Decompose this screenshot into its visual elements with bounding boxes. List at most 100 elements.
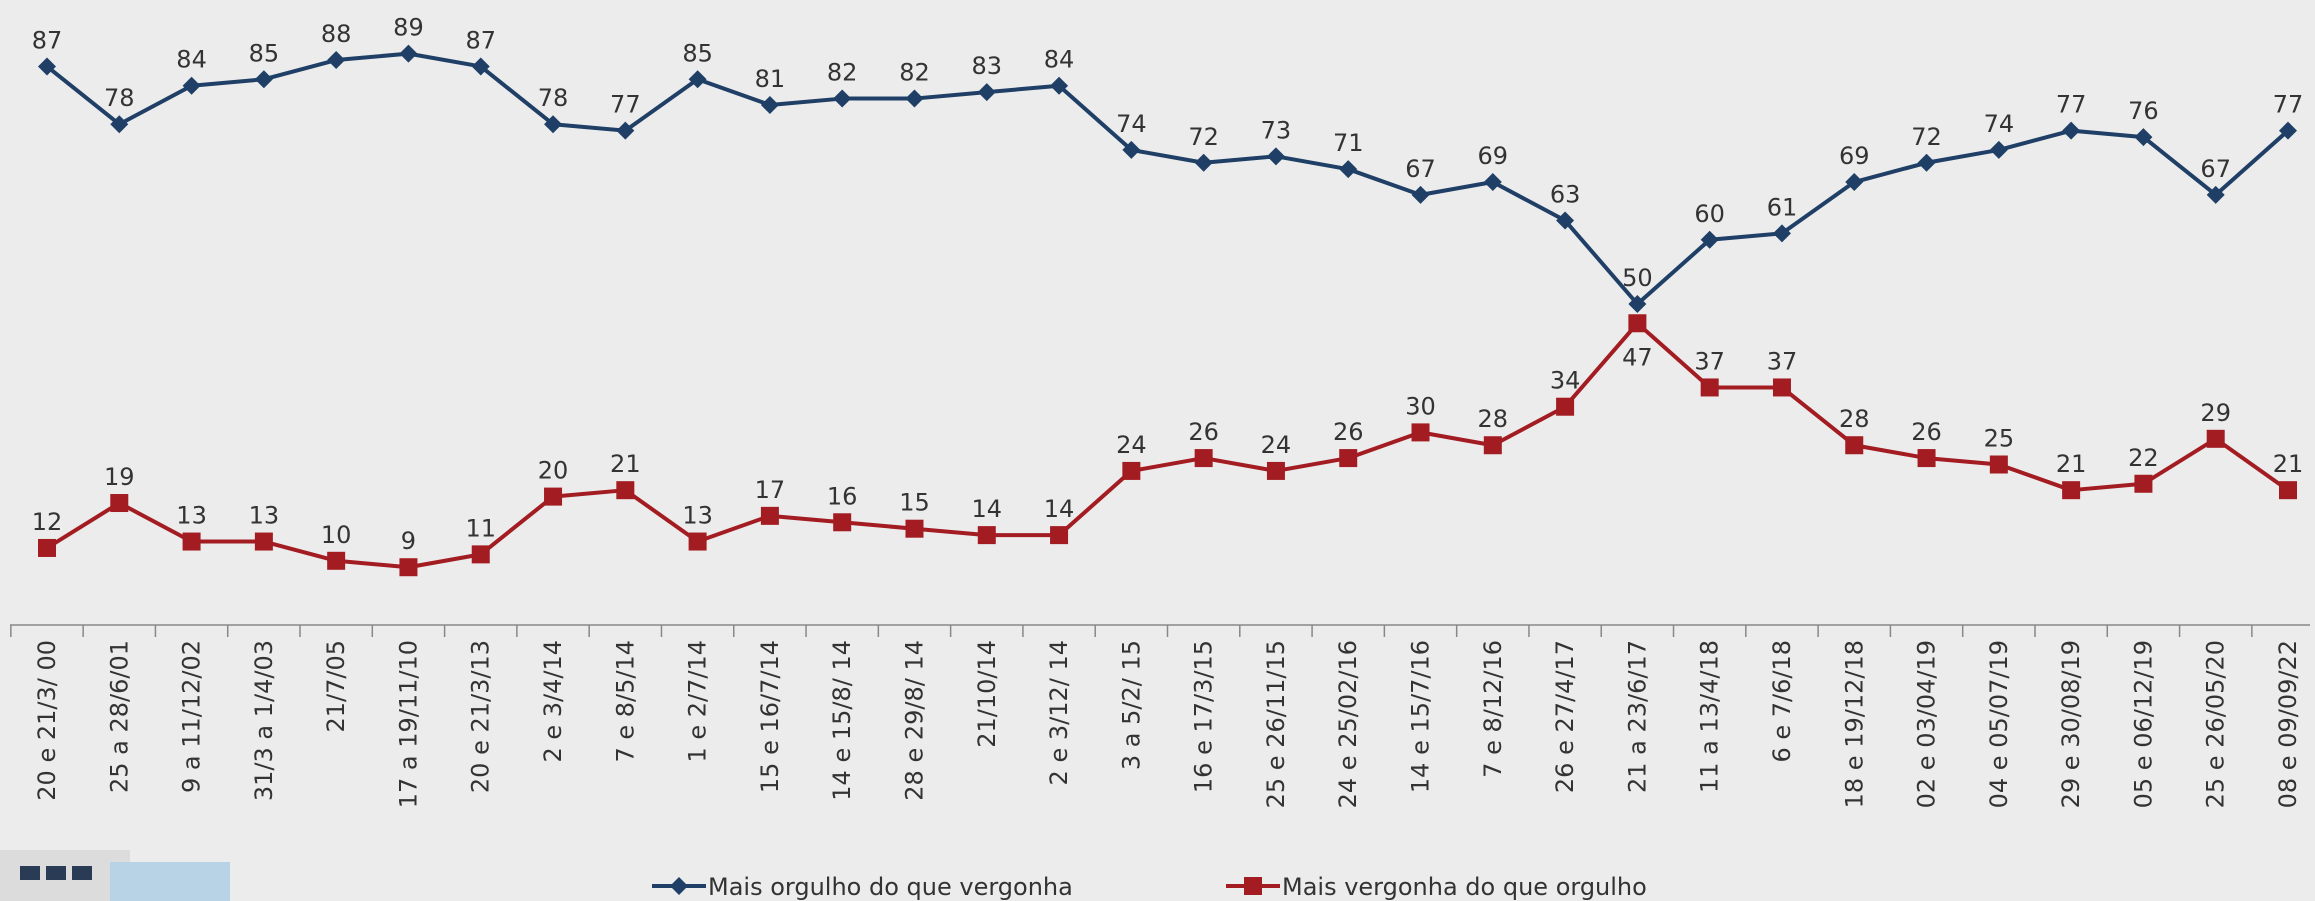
x-tick-label: 04 e 05/07/19 [1985, 640, 2013, 808]
x-tick-label: 28 e 29/8/ 14 [900, 640, 928, 801]
data-label: 82 [899, 59, 930, 87]
data-label: 74 [1116, 110, 1147, 138]
point [38, 539, 56, 557]
chart: 20 e 21/3/ 0025 a 28/6/019 a 11/12/0231/… [0, 0, 2315, 901]
data-label: 28 [1478, 405, 1509, 433]
data-label: 74 [1984, 110, 2015, 138]
x-tick-label: 14 e 15/8/ 14 [828, 640, 856, 801]
x-tick-label: 25 e 26/05/20 [2202, 640, 2230, 808]
x-tick-label: 2 e 3/4/14 [539, 640, 567, 763]
data-label: 72 [1188, 123, 1219, 151]
point [978, 526, 996, 544]
data-label: 9 [401, 527, 416, 555]
x-tick-label: 1 e 2/7/14 [684, 640, 712, 763]
point [2134, 475, 2152, 493]
data-label: 11 [465, 514, 496, 542]
legend-label: Mais vergonha do que orgulho [1282, 873, 1647, 901]
x-tick-label: 29 e 30/08/19 [2057, 640, 2085, 808]
data-label: 21 [2273, 450, 2304, 478]
data-label: 26 [1333, 418, 1364, 446]
x-tick-label: 15 e 16/7/14 [756, 640, 784, 793]
x-tick-label: 3 a 5/2/ 15 [1117, 640, 1145, 770]
data-label: 37 [1767, 347, 1798, 375]
x-tick-label: 20 e 21/3/ 00 [33, 640, 61, 801]
x-tick-label: 21 a 23/6/17 [1623, 640, 1651, 793]
data-label: 85 [682, 39, 713, 67]
data-label: 78 [104, 84, 135, 112]
data-label: 13 [249, 502, 280, 530]
x-tick-label: 21/7/05 [322, 640, 350, 733]
x-tick-label: 14 e 15/7/16 [1407, 640, 1435, 793]
data-label: 50 [1622, 264, 1653, 292]
background [0, 0, 2315, 901]
point [1195, 449, 1213, 467]
data-label: 60 [1694, 200, 1725, 228]
data-label: 12 [32, 508, 63, 536]
data-label: 88 [321, 20, 352, 48]
x-tick-label: 7 e 8/12/16 [1479, 640, 1507, 778]
data-label: 30 [1405, 392, 1436, 420]
x-tick-label: 21/10/14 [973, 640, 1001, 748]
data-label: 83 [972, 52, 1003, 80]
data-label: 28 [1839, 405, 1870, 433]
point [2207, 430, 2225, 448]
point [2279, 481, 2297, 499]
x-tick-label: 08 e 09/09/22 [2274, 640, 2302, 808]
data-label: 81 [755, 65, 786, 93]
data-label: 85 [249, 39, 280, 67]
data-label: 24 [1116, 431, 1147, 459]
data-label: 21 [2056, 450, 2087, 478]
data-label: 77 [610, 91, 641, 119]
data-label: 20 [538, 457, 569, 485]
data-label: 84 [1044, 46, 1075, 74]
point [1339, 449, 1357, 467]
data-label: 26 [1911, 418, 1942, 446]
x-tick-label: 11 a 13/4/18 [1696, 640, 1724, 793]
data-label: 26 [1188, 418, 1219, 446]
point [2062, 481, 2080, 499]
point [1845, 436, 1863, 454]
data-label: 14 [1044, 495, 1075, 523]
data-label: 22 [2128, 444, 2159, 472]
point [1773, 378, 1791, 396]
x-tick-label: 20 e 21/3/13 [467, 640, 495, 793]
data-label: 77 [2273, 91, 2304, 119]
point [255, 533, 273, 551]
data-label: 14 [972, 495, 1003, 523]
point [761, 507, 779, 525]
x-tick-label: 26 e 27/4/17 [1551, 640, 1579, 793]
x-tick-label: 16 e 17/3/15 [1190, 640, 1218, 793]
data-label: 82 [827, 59, 858, 87]
point [1412, 423, 1430, 441]
data-label: 37 [1694, 347, 1725, 375]
legend-label: Mais orgulho do que vergonha [708, 873, 1073, 901]
point [183, 533, 201, 551]
data-label: 71 [1333, 129, 1364, 157]
point [1556, 398, 1574, 416]
data-label: 34 [1550, 367, 1581, 395]
data-label: 24 [1261, 431, 1292, 459]
point [1990, 456, 2008, 474]
point [1484, 436, 1502, 454]
x-tick-label: 7 e 8/5/14 [611, 640, 639, 763]
data-label: 72 [1911, 123, 1942, 151]
data-label: 73 [1261, 116, 1292, 144]
data-label: 69 [1478, 142, 1509, 170]
data-label: 17 [755, 476, 786, 504]
data-label: 67 [1405, 155, 1436, 183]
data-label: 67 [2200, 155, 2231, 183]
data-label: 61 [1767, 193, 1798, 221]
x-tick-label: 02 e 03/04/19 [1913, 640, 1941, 808]
data-label: 63 [1550, 181, 1581, 209]
point [905, 520, 923, 538]
x-tick-label: 05 e 06/12/19 [2129, 640, 2157, 808]
data-label: 87 [465, 26, 496, 54]
point [689, 533, 707, 551]
data-label: 77 [2056, 91, 2087, 119]
data-label: 25 [1984, 425, 2015, 453]
data-label: 15 [899, 489, 930, 517]
data-label: 89 [393, 14, 424, 42]
data-label: 47 [1622, 343, 1653, 371]
x-tick-label: 9 a 11/12/02 [178, 640, 206, 793]
point [1628, 314, 1646, 332]
